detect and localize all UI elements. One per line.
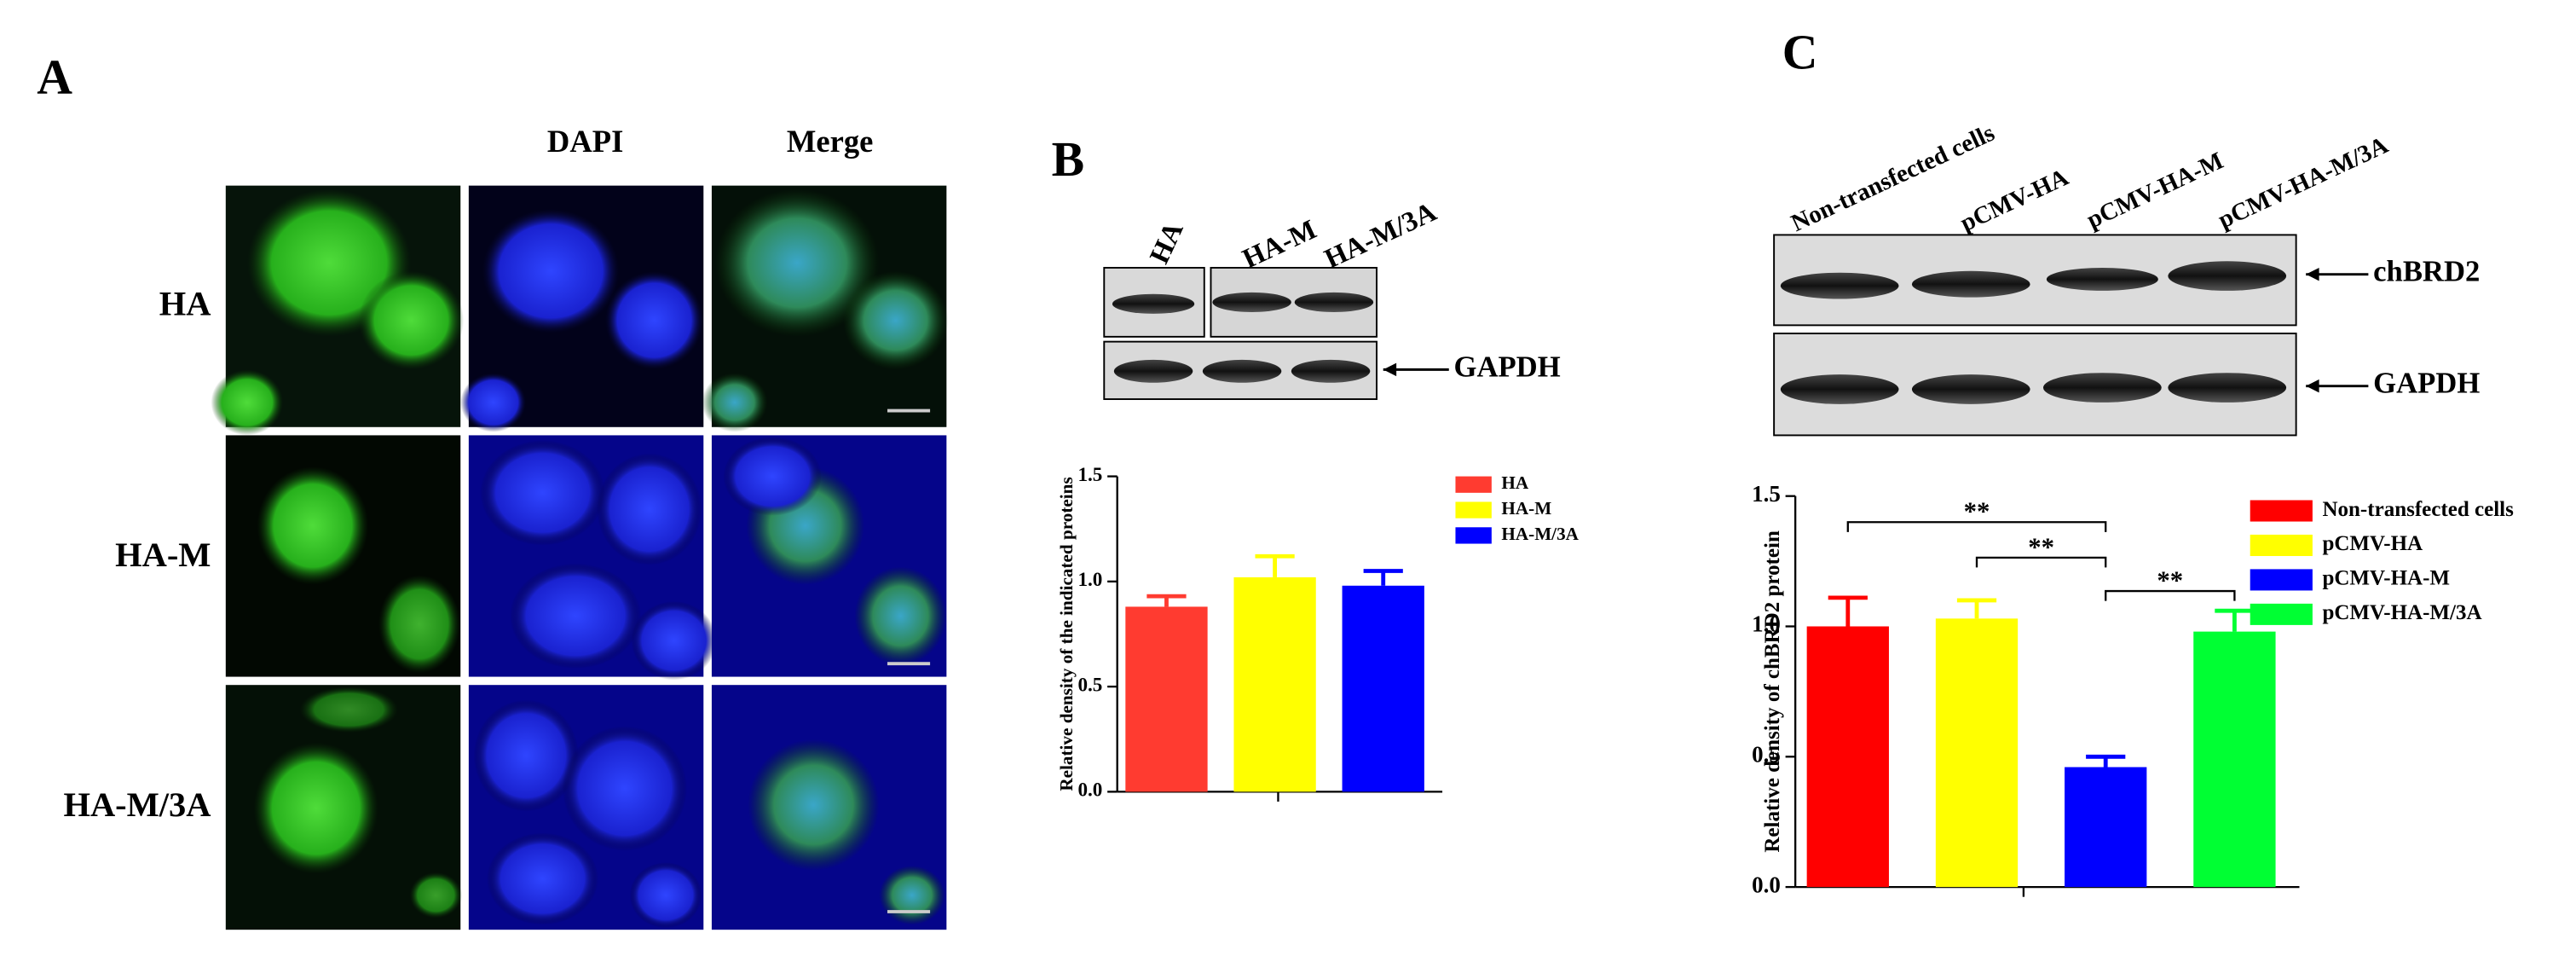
y-axis-label: Relative density of the indicated protei…	[1056, 477, 1077, 791]
significance-bracket	[1846, 521, 2107, 532]
western-blot	[1103, 266, 1449, 401]
legend-swatch	[2250, 569, 2313, 591]
legend-label: pCMV-HA-M	[2322, 567, 2450, 590]
panel-label: A	[37, 51, 72, 105]
bar	[1125, 606, 1208, 792]
legend-swatch	[2250, 500, 2313, 522]
legend-label: pCMV-HA-M/3A	[2322, 601, 2481, 624]
legend-swatch	[1455, 501, 1492, 519]
lane-label: pCMV-HA-M/3A	[2214, 131, 2392, 234]
y-tick-label: 0.5	[1752, 741, 1781, 767]
legend-label: HA-M	[1501, 498, 1551, 519]
significance-bracket	[1975, 556, 2107, 568]
bar	[1935, 618, 2019, 888]
y-tick-label: 1.5	[1077, 463, 1102, 485]
lane-label: HA-M/3A	[1320, 196, 1441, 275]
row-label: HA-M	[115, 536, 211, 574]
bar	[1233, 576, 1316, 792]
y-axis-label: Relative density of chBRD2 protein	[1761, 530, 1784, 853]
blot-label: GAPDH	[1454, 351, 1561, 383]
column-header: DAPI	[547, 124, 623, 159]
y-tick-label: 0.0	[1077, 779, 1102, 801]
panel-label: B	[1052, 133, 1085, 187]
legend-label: HA-M/3A	[1501, 524, 1579, 544]
bar	[2065, 767, 2147, 888]
y-tick-label: 1.5	[1752, 481, 1781, 507]
y-tick-label: 0.0	[1752, 872, 1781, 897]
y-tick-label: 1.0	[1752, 611, 1781, 637]
lane-label: HA-M	[1238, 214, 1321, 275]
legend-label: HA	[1501, 472, 1528, 493]
legend-swatch	[2250, 603, 2313, 625]
panel-label: C	[1782, 26, 1818, 80]
legend-swatch	[2250, 534, 2313, 556]
blot-label: chBRD2	[2373, 256, 2480, 288]
y-tick-label: 1.0	[1077, 568, 1102, 590]
significance-bracket	[2105, 589, 2236, 601]
legend-swatch	[1455, 527, 1492, 544]
row-label: HA	[159, 284, 211, 322]
legend-swatch	[1455, 476, 1492, 493]
bar	[1806, 626, 1889, 888]
bar	[2193, 631, 2276, 888]
y-tick-label: 0.5	[1077, 673, 1102, 695]
legend-label: pCMV-HA	[2322, 532, 2423, 555]
micrographs	[211, 185, 949, 930]
legend-label: Non-transfected cells	[2322, 498, 2514, 521]
row-label: HA-M/3A	[64, 785, 211, 824]
western-blot	[1773, 234, 2369, 437]
lane-label: pCMV-HA	[1956, 164, 2073, 237]
blot-label: GAPDH	[2373, 368, 2480, 400]
lane-label: HA	[1144, 217, 1190, 269]
significance-label: **	[2028, 532, 2054, 561]
significance-label: **	[1964, 497, 1990, 526]
lane-label: pCMV-HA-M	[2082, 147, 2227, 234]
significance-label: **	[2157, 565, 2183, 594]
column-header: Merge	[787, 124, 874, 159]
bar	[1342, 585, 1424, 792]
